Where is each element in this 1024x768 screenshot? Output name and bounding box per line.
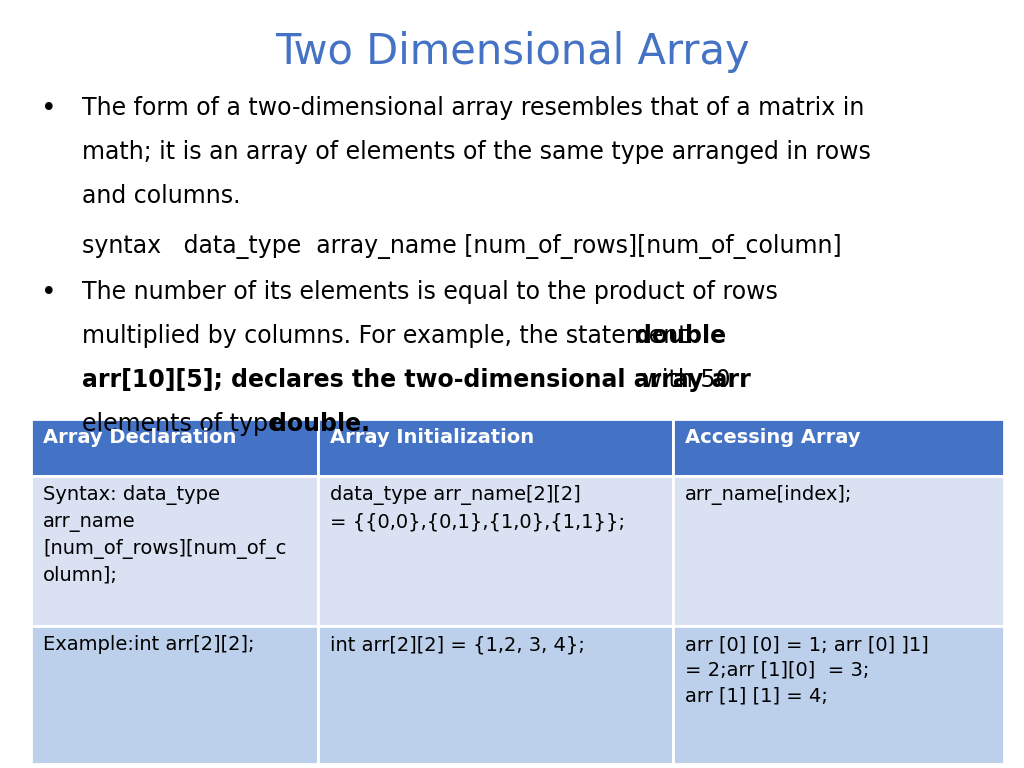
Text: arr_name[index];: arr_name[index]; xyxy=(685,485,852,505)
Text: multiplied by columns. For example, the statement: multiplied by columns. For example, the … xyxy=(82,324,695,348)
Text: double: double xyxy=(635,324,726,348)
Text: Syntax: data_type
arr_name
[num_of_rows][num_of_c
olumn];: Syntax: data_type arr_name [num_of_rows]… xyxy=(43,485,287,584)
Bar xyxy=(317,419,673,476)
Text: math; it is an array of elements of the same type arranged in rows: math; it is an array of elements of the … xyxy=(82,140,870,164)
Bar xyxy=(673,476,1004,626)
Bar xyxy=(673,626,1004,764)
Text: The form of a two-dimensional array resembles that of a matrix in: The form of a two-dimensional array rese… xyxy=(82,96,864,120)
Text: double.: double. xyxy=(270,412,370,435)
Bar xyxy=(317,476,673,626)
Text: Two Dimensional Array: Two Dimensional Array xyxy=(274,31,750,73)
Text: elements of type: elements of type xyxy=(82,412,290,435)
Text: •: • xyxy=(41,280,56,306)
Text: data_type arr_name[2][2]
= {{0,0},{0,1},{1,0},{1,1}};: data_type arr_name[2][2] = {{0,0},{0,1},… xyxy=(330,485,625,531)
Bar xyxy=(317,626,673,764)
Text: int arr[2][2] = {1,2, 3, 4};: int arr[2][2] = {1,2, 3, 4}; xyxy=(330,635,585,654)
Bar xyxy=(31,626,317,764)
Text: arr [0] [0] = 1; arr [0] ]1]
= 2;arr [1][0]  = 3;
arr [1] [1] = 4;: arr [0] [0] = 1; arr [0] ]1] = 2;arr [1]… xyxy=(685,635,929,706)
Text: The number of its elements is equal to the product of rows: The number of its elements is equal to t… xyxy=(82,280,778,304)
Text: Array Declaration: Array Declaration xyxy=(43,428,237,447)
Text: Example:int arr[2][2];: Example:int arr[2][2]; xyxy=(43,635,255,654)
Bar xyxy=(673,419,1004,476)
Text: Array Initialization: Array Initialization xyxy=(330,428,535,447)
Text: Accessing Array: Accessing Array xyxy=(685,428,860,447)
Bar xyxy=(31,419,317,476)
Text: •: • xyxy=(41,96,56,122)
Text: arr[10][5]; declares the two-dimensional array arr: arr[10][5]; declares the two-dimensional… xyxy=(82,368,751,392)
Text: syntax   data_type  array_name [num_of_rows][num_of_column]: syntax data_type array_name [num_of_rows… xyxy=(82,234,842,260)
Bar xyxy=(31,476,317,626)
Text: with 50: with 50 xyxy=(635,368,731,392)
Text: and columns.: and columns. xyxy=(82,184,241,207)
